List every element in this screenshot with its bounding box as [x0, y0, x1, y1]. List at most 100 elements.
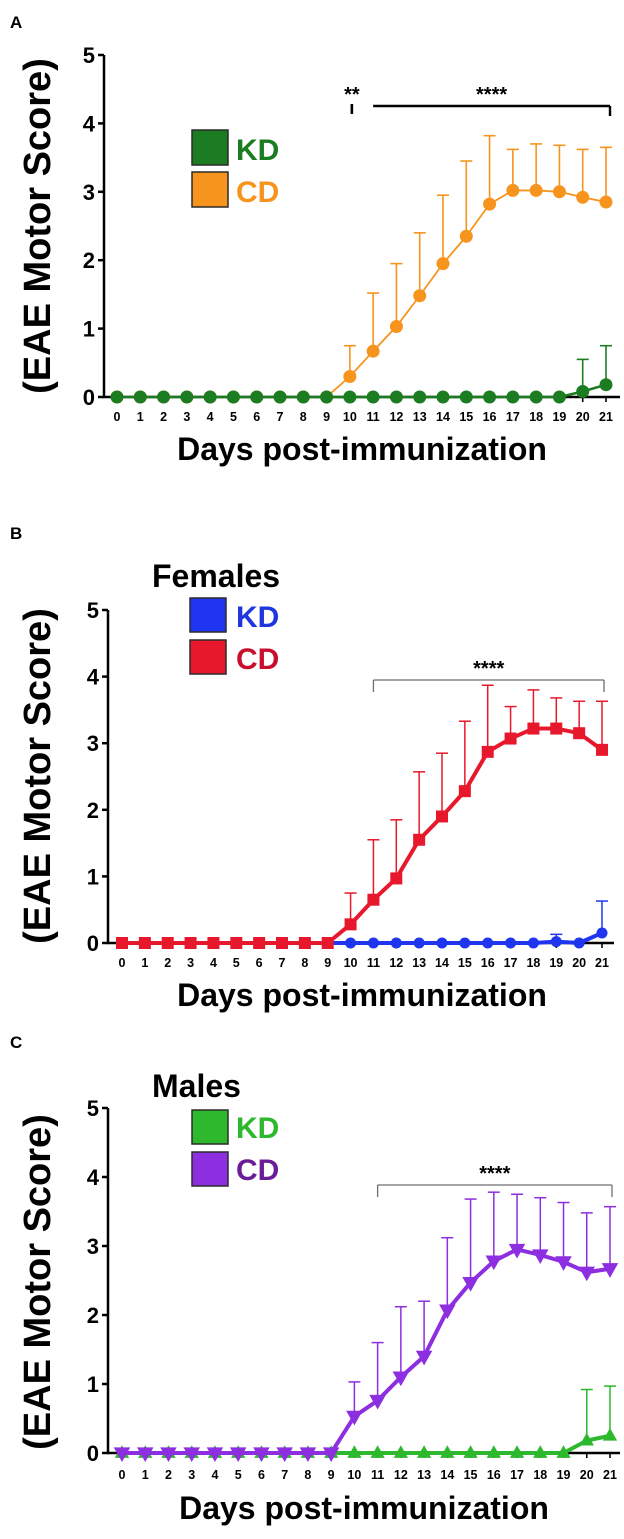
b-cd-point-day-15 [458, 785, 471, 798]
c-cd-point-day-20 [578, 1266, 596, 1282]
b-cd-error-bar-day-12 [390, 819, 403, 879]
a-cd-error-bar-day-13 [413, 232, 426, 296]
c-kd-point-day-15 [463, 1445, 478, 1458]
b-x-tick-label: 7 [279, 956, 286, 970]
b-cd-error-bar-day-14 [436, 752, 448, 817]
c-x-tick-label: 15 [464, 1468, 478, 1482]
c-cd-error-bar-day-10 [348, 1381, 361, 1417]
b-cd-point-day-12 [390, 872, 403, 885]
c-kd-point-day-20 [579, 1432, 594, 1446]
a-kd-point-day-2 [157, 390, 171, 404]
b-legend-swatch-kd [189, 597, 227, 633]
c-x-tick-label: 1 [142, 1468, 149, 1482]
c-cd-point-day-19 [555, 1256, 572, 1271]
c-cd-point-day-15 [462, 1276, 479, 1292]
a-x-tick-label: 9 [323, 410, 330, 424]
c-y-tick-label: 1 [87, 1372, 99, 1397]
b-kd-point-day-17 [505, 937, 517, 949]
c-y-tick-label: 5 [87, 1096, 99, 1121]
c-cd-point-day-1 [136, 1447, 154, 1462]
c-kd-point-day-11 [370, 1445, 385, 1458]
b-x-tick-label: 5 [233, 956, 240, 970]
a-cd-point-day-17 [506, 183, 520, 197]
b-y-tick-label: 4 [87, 665, 100, 690]
b-y-tick-label: 5 [87, 598, 99, 623]
c-cd-error-bar-day-12 [394, 1305, 407, 1378]
a-kd-point-day-18 [529, 390, 543, 404]
a-kd-point-day-9 [320, 390, 334, 404]
c-kd-point-day-12 [393, 1445, 409, 1458]
a-x-tick-label: 0 [114, 410, 121, 424]
a-x-tick-label: 19 [552, 410, 566, 424]
c-y-tick-label: 2 [87, 1303, 99, 1328]
a-cd-point-day-10 [343, 369, 357, 383]
b-x-tick-label: 21 [595, 956, 609, 970]
b-y-tick-label: 3 [87, 731, 99, 756]
c-x-tick-label: 5 [235, 1468, 242, 1482]
a-kd-point-day-11 [366, 390, 380, 404]
b-kd-point-day-11 [367, 937, 379, 949]
a-cd-line [116, 189, 607, 398]
a-cd-error-bar-day-18 [530, 143, 543, 191]
panel-b: B Females (EAE Motor Score) Days post-im… [10, 524, 614, 1013]
a-y-axis-label: (EAE Motor Score) [17, 58, 59, 394]
c-cd-error-bar-day-17 [511, 1193, 524, 1250]
b-x-tick-label: 4 [210, 956, 217, 970]
a-x-tick-label: 4 [207, 410, 214, 424]
a-x-tick-label: 10 [343, 410, 357, 424]
b-cd-point-day-6 [253, 937, 266, 949]
a-kd-point-day-6 [250, 390, 264, 404]
a-y-tick-label: 5 [83, 43, 95, 68]
a-x-tick-label: 13 [413, 410, 427, 424]
b-cd-point-day-1 [138, 937, 151, 949]
b-y-tick-label: 2 [87, 798, 99, 823]
b-cd-point-day-5 [230, 937, 243, 949]
c-cd-point-day-13 [415, 1350, 433, 1366]
b-x-tick-label: 17 [504, 956, 518, 970]
b-legend-label-cd: CD [236, 643, 279, 676]
b-cd-point-day-8 [298, 937, 311, 949]
a-x-tick-label: 16 [483, 410, 497, 424]
a-x-tick-label: 3 [183, 410, 190, 424]
b-cd-point-day-18 [527, 722, 540, 735]
b-x-tick-label: 20 [572, 956, 586, 970]
a-kd-point-day-16 [483, 390, 497, 404]
b-x-tick-label: 15 [458, 956, 472, 970]
b-cd-point-day-21 [596, 743, 608, 756]
c-kd-error-bar-day-20 [580, 1388, 593, 1441]
b-x-tick-label: 0 [119, 956, 126, 970]
c-cd-point-day-4 [206, 1447, 224, 1462]
a-cd-point-day-11 [366, 344, 380, 358]
c-cd-point-day-5 [229, 1447, 247, 1462]
c-x-tick-label: 12 [394, 1468, 408, 1482]
c-cd-point-day-18 [532, 1249, 549, 1264]
c-x-tick-label: 19 [557, 1468, 571, 1482]
a-y-tick-label: 3 [83, 180, 95, 205]
a-kd-point-day-13 [413, 390, 427, 404]
c-legend-label-cd: CD [236, 1154, 279, 1187]
a-x-tick-label: 17 [506, 410, 520, 424]
b-cd-point-day-19 [550, 722, 563, 735]
a-cd-error-bar-day-11 [367, 292, 380, 352]
c-cd-point-day-0 [113, 1447, 131, 1462]
b-x-tick-label: 16 [481, 956, 495, 970]
a-cd-point-day-20 [576, 190, 590, 204]
a-y-tick-label: 4 [83, 111, 96, 136]
a-kd-point-day-4 [203, 390, 217, 404]
c-cd-point-day-10 [346, 1410, 363, 1426]
b-legend: KD CD [189, 597, 279, 676]
c-cd-error-bar-day-20 [580, 1212, 593, 1273]
b-y-axis-label: (EAE Motor Score) [17, 608, 59, 944]
c-kd-point-day-13 [416, 1445, 432, 1458]
c-cd-point-day-7 [276, 1447, 293, 1462]
a-cd-point-day-19 [552, 185, 566, 199]
b-x-tick-label: 3 [187, 956, 194, 970]
a-legend-label-kd: KD [236, 134, 279, 167]
panel-letter-b: B [10, 524, 22, 543]
c-cd-point-day-8 [299, 1447, 317, 1462]
b-y-tick-label: 0 [87, 931, 99, 956]
b-kd-point-day-13 [413, 937, 425, 949]
a-cd-error-bar-day-21 [600, 146, 612, 203]
